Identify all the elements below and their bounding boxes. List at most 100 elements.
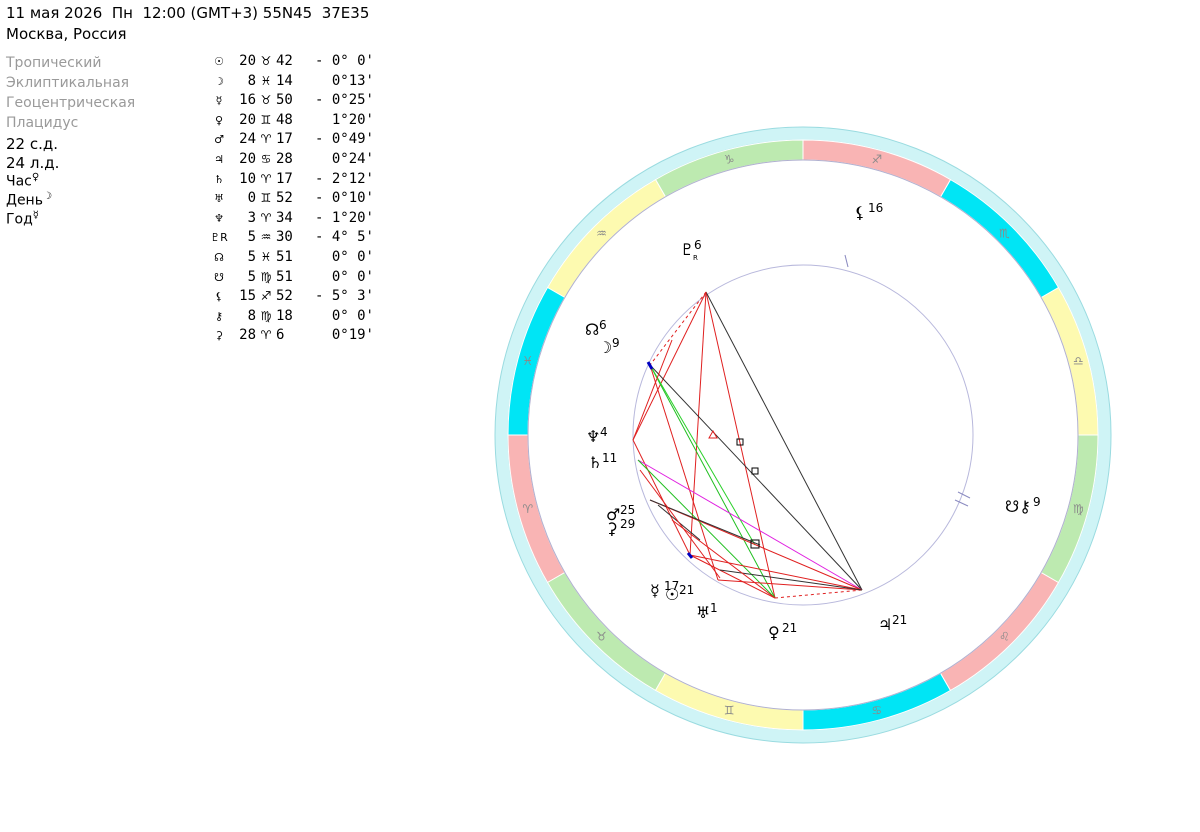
aspect-line bbox=[671, 519, 776, 599]
retrograde-marker: R bbox=[693, 254, 698, 262]
moon-icon: ☽ bbox=[42, 191, 52, 202]
planet-positions-table: ☉ 20 ♉ 42- 0° 0' ☽ 8 ♓ 14 0°13' ☿ 16 ♉ 50- 0°25' ♀ 20 ♊… bbox=[208, 52, 374, 346]
planet-row: ♅ 0 ♊ 52 - 0°10' bbox=[208, 189, 374, 209]
planet-latitude: - 0°10' bbox=[314, 190, 374, 207]
planet-glyph-icon: ⚷ bbox=[214, 309, 224, 323]
planet-minute: 6 bbox=[276, 327, 285, 344]
aspect-line bbox=[689, 554, 863, 591]
planet-degree: 24 bbox=[239, 131, 256, 148]
solar-day-label: 22 с.д. bbox=[6, 135, 59, 153]
sign-glyph-icon: ♒ bbox=[260, 230, 272, 245]
planet-glyph-icon: ⚳ bbox=[214, 329, 224, 343]
north-node-degree: 6 bbox=[599, 318, 607, 332]
square-aspect-icon bbox=[750, 539, 760, 549]
planet-row: ☽ 8 ♓ 14 0°13' bbox=[208, 72, 374, 92]
planet-row: ⚳ 28 ♈ 6 0°19' bbox=[208, 326, 374, 346]
zodiac-sign-icon: ♊ bbox=[724, 703, 735, 717]
zodiac-sign-icon: ♌ bbox=[999, 630, 1010, 644]
planet-degree: 8 bbox=[247, 72, 256, 89]
day-ruler: День☽ bbox=[6, 191, 52, 209]
zodiac-sign-icon: ♒ bbox=[596, 226, 607, 240]
planet-glyph-icon: ♀ bbox=[214, 113, 224, 127]
aspect-line bbox=[632, 291, 707, 441]
moon-icon: ☽ bbox=[598, 338, 612, 357]
planet-row: ♂ 24 ♈ 17 - 0°49' bbox=[208, 130, 374, 150]
planet-glyph-icon: ☽ bbox=[214, 74, 224, 88]
planet-latitude: - 0° 0' bbox=[314, 53, 374, 69]
venus-icon: ♀ bbox=[31, 172, 40, 183]
aspect-line bbox=[689, 291, 707, 556]
planet-row: ♃ 20 ♋ 28 0°24' bbox=[208, 150, 374, 170]
house-cusp-tick bbox=[957, 491, 971, 499]
mercury-degree: 17 bbox=[664, 579, 679, 593]
sign-glyph-icon: ♉ bbox=[260, 93, 272, 108]
venus-degree: 21 bbox=[782, 621, 797, 635]
vesta-icon: ⚳ bbox=[606, 519, 618, 538]
year-ruler-label: Год bbox=[6, 211, 33, 228]
chart-place: Москва, Россия bbox=[6, 25, 127, 43]
uranus-degree: 1 bbox=[710, 601, 718, 615]
planet-latitude: 1°20' bbox=[331, 111, 374, 128]
planet-latitude: - 4° 5' bbox=[314, 229, 374, 246]
planet-glyph-icon: ☉ bbox=[214, 55, 224, 68]
zodiac-sign-icon: ♉ bbox=[596, 630, 607, 644]
day-ruler-label: День bbox=[6, 192, 43, 209]
zodiac-sign-icon: ♎ bbox=[1073, 354, 1084, 368]
lilith-icon: ⚸ bbox=[854, 203, 866, 222]
aspect-line bbox=[649, 364, 776, 599]
sign-glyph-icon: ♊ bbox=[260, 191, 272, 206]
zodiac-sign-icon: ♐ bbox=[871, 153, 882, 167]
sign-glyph-icon: ♓ bbox=[260, 73, 272, 88]
planet-glyph-icon: ⚸ bbox=[214, 290, 224, 304]
planet-glyph-icon: ♄ bbox=[214, 172, 224, 186]
planet-glyph-icon: ♇R bbox=[210, 231, 228, 245]
planet-degree: 16 bbox=[239, 92, 256, 109]
sign-glyph-icon: ♍ bbox=[260, 269, 272, 284]
sign-glyph-icon: ♈ bbox=[260, 132, 272, 147]
square-aspect-icon bbox=[751, 467, 759, 475]
planet-latitude: - 1°20' bbox=[314, 209, 374, 226]
planet-minute: 50 bbox=[276, 92, 293, 109]
center-type-label: Геоцентрическая bbox=[6, 95, 136, 111]
uranus-icon: ♅ bbox=[696, 603, 710, 622]
zodiac-sign-icon: ♏ bbox=[999, 226, 1010, 240]
zodiac-sign-icon: ♈ bbox=[522, 502, 533, 516]
planet-glyph-icon: ☿ bbox=[215, 94, 223, 108]
neptune-degree: 4 bbox=[600, 425, 608, 439]
planet-latitude: 0°13' bbox=[331, 72, 374, 89]
planet-glyph-icon: ☋ bbox=[214, 270, 224, 284]
zodiac-sign-icon: ♑ bbox=[724, 153, 735, 167]
sign-glyph-icon: ♈ bbox=[260, 328, 272, 343]
planet-row: ⚸ 15 ♐ 52 - 5° 3' bbox=[208, 287, 374, 307]
sign-glyph-icon: ♈ bbox=[260, 210, 272, 225]
saturn-degree: 11 bbox=[602, 451, 617, 465]
mercury-icon: ☿ bbox=[32, 210, 39, 221]
south-node-chiron-icon: ☋⚷ bbox=[1005, 497, 1031, 516]
planet-degree: 20 bbox=[239, 150, 256, 167]
aspect-line bbox=[632, 339, 673, 441]
planet-row: ♀ 20 ♊ 48 1°20' bbox=[208, 111, 374, 131]
planet-latitude: 0° 0' bbox=[331, 268, 374, 285]
planet-degree: 20 bbox=[239, 111, 256, 128]
pluto-icon: ♇ bbox=[680, 240, 694, 259]
aspect-line bbox=[632, 439, 691, 556]
planet-degree: 10 bbox=[239, 170, 256, 187]
planet-marker bbox=[686, 552, 694, 559]
planet-degree: 28 bbox=[239, 327, 256, 344]
zodiac-sign-icon: ♓ bbox=[522, 354, 533, 368]
planet-degree: 0 bbox=[247, 190, 256, 207]
planet-minute: 51 bbox=[276, 248, 293, 265]
aspect-line bbox=[689, 554, 776, 599]
zodiac-sign-icon: ♋ bbox=[871, 703, 882, 717]
aspect-line bbox=[639, 469, 721, 579]
planet-minute: 52 bbox=[276, 288, 293, 305]
planet-glyph-icon: ♆ bbox=[214, 211, 224, 225]
inner-wheel bbox=[527, 159, 1079, 711]
house-system-label: Плацидус bbox=[6, 115, 79, 131]
planet-row: ☊ 5 ♓ 51 0° 0' bbox=[208, 248, 374, 268]
sign-glyph-icon: ♉ bbox=[260, 54, 272, 68]
house-cusp-tick bbox=[844, 254, 849, 268]
trine-aspect-icon bbox=[708, 429, 718, 439]
planet-latitude: - 0°25' bbox=[314, 92, 374, 109]
